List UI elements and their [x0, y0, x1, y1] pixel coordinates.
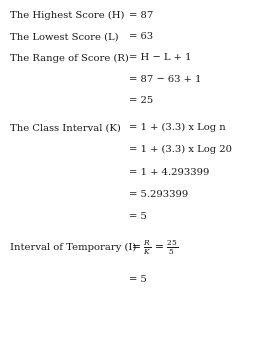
Text: = 63: = 63: [129, 32, 153, 41]
Text: $=\,\frac{R}{K}\,=\,\frac{25}{5}$: $=\,\frac{R}{K}\,=\,\frac{25}{5}$: [129, 238, 178, 257]
Text: The Class Interval (K): The Class Interval (K): [10, 123, 121, 132]
Text: = 5: = 5: [129, 212, 147, 221]
Text: = H − L + 1: = H − L + 1: [129, 54, 191, 62]
Text: = 87 − 63 + 1: = 87 − 63 + 1: [129, 75, 201, 84]
Text: Interval of Temporary (I): Interval of Temporary (I): [10, 243, 137, 252]
Text: = 87: = 87: [129, 11, 153, 20]
Text: The Lowest Score (L): The Lowest Score (L): [10, 32, 119, 41]
Text: = 5.293399: = 5.293399: [129, 190, 188, 199]
Text: The Range of Score (R): The Range of Score (R): [10, 54, 129, 62]
Text: = 1 + (3.3) x Log n: = 1 + (3.3) x Log n: [129, 123, 226, 132]
Text: = 1 + (3.3) x Log 20: = 1 + (3.3) x Log 20: [129, 145, 232, 154]
Text: = 25: = 25: [129, 96, 153, 105]
Text: = 5: = 5: [129, 275, 147, 284]
Text: The Highest Score (H): The Highest Score (H): [10, 11, 125, 20]
Text: = 1 + 4.293399: = 1 + 4.293399: [129, 168, 209, 177]
